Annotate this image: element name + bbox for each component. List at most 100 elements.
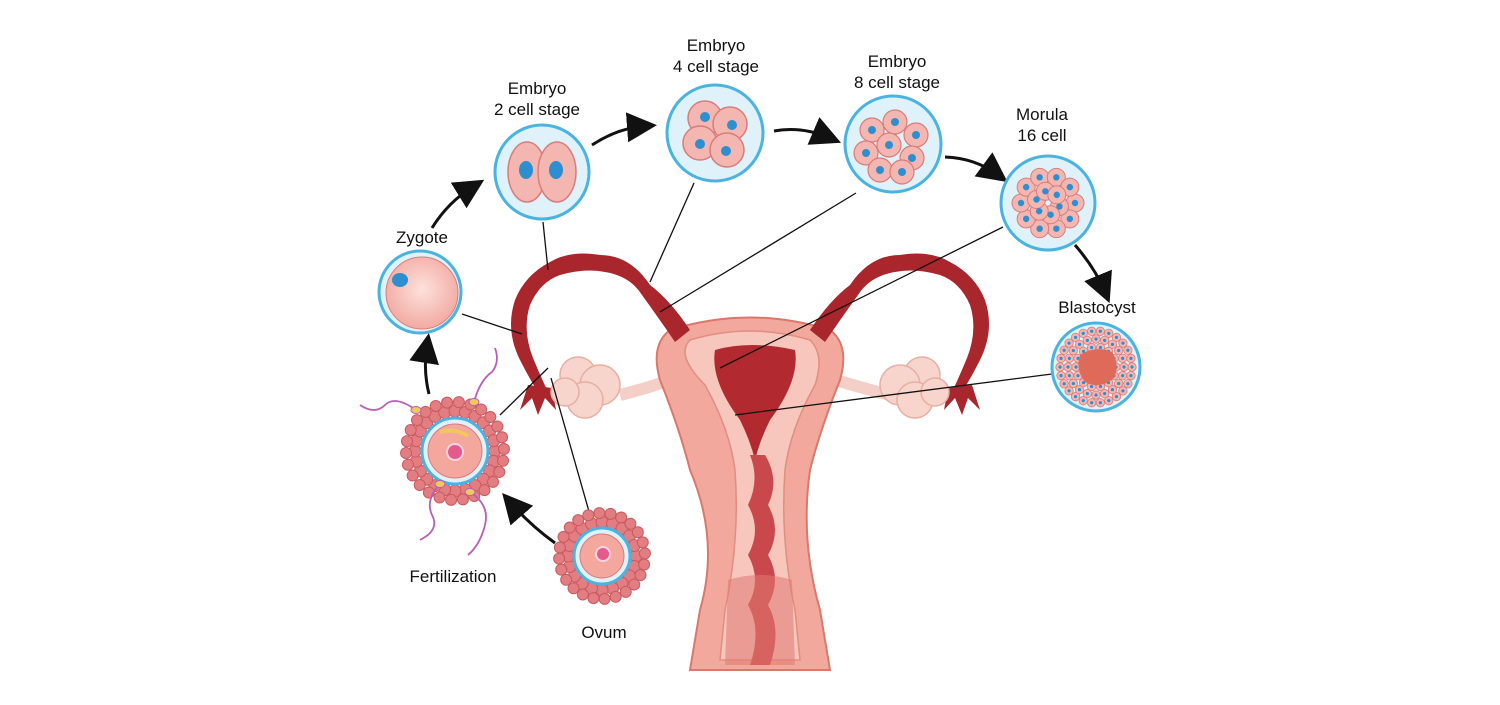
blastocyst-cell-nucleus <box>1059 374 1063 378</box>
ovum-pointer-line <box>550 377 591 516</box>
ovum-corona-cell <box>615 511 628 524</box>
arrow-fertilization-to-zygote <box>409 333 439 395</box>
ovum-corona-cell <box>576 588 589 601</box>
label-ovum: Ovum <box>581 622 626 643</box>
morula-nucleus <box>1017 199 1025 207</box>
blastocyst-cell-nucleus <box>1117 381 1121 386</box>
morula-nucleus <box>1053 191 1061 199</box>
blastocyst-cell-nucleus <box>1089 345 1094 350</box>
label-fertilization-text: Fertilization <box>409 567 497 586</box>
blastocyst-cell-nucleus <box>1085 338 1089 342</box>
arrow-zygote-to-embryo2 <box>430 179 485 229</box>
ovum-corona-cell <box>638 558 651 571</box>
blastocyst-cell-nucleus <box>1077 388 1082 392</box>
fertilization-corona-cell <box>433 491 446 504</box>
fertilization-corona-cell <box>475 403 488 416</box>
embryo8-cell <box>843 94 943 194</box>
morula-nucleus <box>1071 199 1079 207</box>
label-embryo-2-cell-line2: 2 cell stage <box>494 100 580 119</box>
ovum-corona-cell <box>555 563 568 576</box>
blastocyst-cell-nucleus <box>1098 384 1103 389</box>
label-embryo-4-cell-line2: 4 cell stage <box>673 57 759 76</box>
fertilization-corona-cell <box>484 411 497 424</box>
fertilization-corona-cell <box>452 396 465 409</box>
ovum-corona-cell <box>553 541 566 554</box>
label-embryo-2-cell: Embryo 2 cell stage <box>494 78 580 120</box>
ovum-corona-cell <box>638 547 651 560</box>
blastocyst-cell-nucleus <box>1071 381 1075 386</box>
zygote-nucleus <box>392 273 408 287</box>
morula-cell <box>999 154 1097 252</box>
fertilization-corona-cell <box>445 493 458 506</box>
blastocyst-cell-nucleus <box>1081 399 1085 403</box>
embryo2-cell <box>493 123 591 221</box>
morula-nucleus <box>1036 225 1043 232</box>
ovum-nucleus <box>595 546 611 562</box>
label-morula-line2: 16 cell <box>1017 126 1067 145</box>
fertilization-corona-cell <box>406 469 419 482</box>
morula-nucleus <box>1036 174 1043 181</box>
blastocyst-cell-nucleus <box>1089 384 1094 389</box>
blastocyst-cell-nucleus <box>1067 341 1071 345</box>
left-ovary <box>550 356 621 419</box>
label-fertilization: Fertilization <box>410 566 497 587</box>
blastocyst-cell-nucleus <box>1121 389 1125 393</box>
blastocyst-cell-nucleus <box>1090 329 1094 333</box>
fertilization-corona-cell <box>497 442 510 455</box>
label-embryo-8-cell-line1: Embryo <box>867 52 927 71</box>
label-embryo-4-cell-line1: Embryo <box>686 36 746 55</box>
blastocyst-cell-nucleus <box>1129 374 1133 378</box>
fertilization-corona-cell <box>401 458 414 471</box>
fertilization-corona-cell <box>413 478 426 491</box>
label-blastocyst: Blastocyst <box>1058 297 1135 318</box>
ovum-corona-cell <box>563 521 576 534</box>
blastocyst-cell-nucleus <box>1121 374 1125 378</box>
blastocyst-cell-nucleus <box>1059 356 1063 360</box>
blastocyst-cell-nucleus <box>1066 365 1070 369</box>
fertilization-pointer-line <box>499 367 549 416</box>
blastocyst-cell-nucleus <box>1094 393 1098 397</box>
sperm-cells <box>359 347 498 556</box>
left-fallopian-tube <box>511 253 690 395</box>
zygote-pointer-line <box>461 313 523 335</box>
fertilization-corona-cell <box>493 465 506 478</box>
blastocyst-cell-nucleus <box>1107 331 1111 335</box>
ovum-corona-cell <box>560 573 573 586</box>
ovum-corona-cell <box>557 530 570 543</box>
fertilization-corona-cell <box>441 396 454 409</box>
ovum-corona-cell <box>619 585 632 598</box>
ovum-corona-cell <box>587 592 600 605</box>
blastocyst-cell-nucleus <box>1121 341 1125 345</box>
fertilization-corona-cell <box>411 414 424 427</box>
blastocyst-cell-nucleus <box>1122 365 1126 369</box>
blastocyst-cell <box>1050 321 1142 413</box>
blastocyst-cell-nucleus <box>1098 329 1102 333</box>
arrow-embryo2-to-embryo4 <box>591 112 657 147</box>
morula-nucleus <box>1053 174 1060 181</box>
blastocyst-cell-nucleus <box>1067 374 1071 378</box>
blastocyst-cell-nucleus <box>1071 348 1075 353</box>
zygote-cell <box>377 249 463 335</box>
fertilization-corona-cell <box>400 447 413 460</box>
ovum-corona-cell <box>604 507 617 520</box>
blastocyst-cell-nucleus <box>1094 337 1098 341</box>
cycle-arrows <box>409 112 1112 545</box>
arrow-ovum-to-fertilization <box>502 492 556 545</box>
fertilization-corona-cell <box>496 431 509 444</box>
blastocyst-cell-nucleus <box>1107 399 1111 403</box>
blastocyst-pointer-line <box>734 373 1053 416</box>
blastocyst-cell-nucleus <box>1073 335 1078 339</box>
fertilization-corona-cell <box>497 454 510 467</box>
blastocyst-cell-nucleus <box>1110 388 1115 392</box>
label-ovum-text: Ovum <box>581 623 627 642</box>
ovum-corona-cell <box>593 507 606 520</box>
blastocyst-cell-nucleus <box>1081 381 1086 385</box>
blastocyst-cell-nucleus <box>1081 349 1086 353</box>
blastocyst-cell-nucleus <box>1090 401 1094 405</box>
blastocyst-cell-nucleus <box>1098 401 1102 405</box>
ovum-corona-cell <box>609 590 622 603</box>
embryo2-pointer-line <box>542 221 549 271</box>
blastocyst-cell-nucleus <box>1076 374 1080 378</box>
